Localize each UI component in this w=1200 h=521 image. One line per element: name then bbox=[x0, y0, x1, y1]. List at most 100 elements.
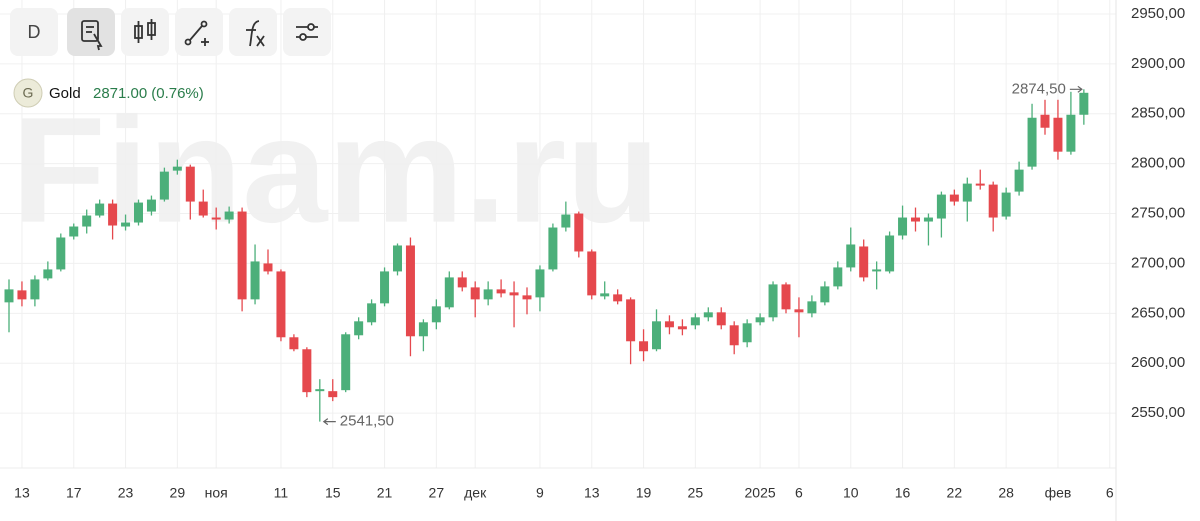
candle-body bbox=[574, 213, 584, 252]
candle-body bbox=[159, 171, 169, 200]
legend-change: (0.76%) bbox=[151, 85, 204, 102]
interval-button[interactable] bbox=[10, 8, 58, 56]
candle-body bbox=[146, 199, 156, 212]
candle-body bbox=[185, 166, 195, 202]
candles-icon bbox=[134, 19, 156, 43]
candle-body bbox=[548, 227, 558, 270]
candle-body bbox=[962, 183, 972, 202]
candle-body bbox=[405, 245, 415, 337]
candle-body bbox=[949, 194, 959, 202]
price-annotation: 2541,50 bbox=[322, 413, 394, 430]
candle-body bbox=[224, 211, 234, 220]
candle-body bbox=[198, 201, 208, 216]
candle-body bbox=[587, 251, 597, 296]
candle-body bbox=[328, 391, 338, 398]
x-tick-label: дек bbox=[464, 485, 487, 501]
x-tick-label: 22 bbox=[947, 485, 963, 501]
candle-body bbox=[613, 294, 623, 302]
settings-button[interactable] bbox=[283, 8, 331, 56]
drawing-button[interactable] bbox=[175, 8, 223, 56]
x-tick-label: фев bbox=[1045, 485, 1072, 501]
candle-body bbox=[600, 293, 610, 297]
x-tick-label: 2025 bbox=[745, 485, 776, 501]
y-tick-label: 2850,00 bbox=[1131, 105, 1185, 122]
y-tick-label: 2700,00 bbox=[1131, 254, 1185, 271]
legend-quote: 2871.00 (0.76%) bbox=[93, 85, 204, 102]
candle-body bbox=[470, 287, 480, 300]
x-tick-label: ноя bbox=[205, 485, 228, 501]
candle-body bbox=[923, 217, 933, 222]
candle-body bbox=[1040, 114, 1050, 128]
x-tick-label: 13 bbox=[584, 485, 600, 501]
candle-body bbox=[911, 217, 920, 222]
candle-body bbox=[781, 284, 791, 310]
candle-body bbox=[496, 289, 506, 294]
candle-body bbox=[755, 317, 765, 323]
candle-body bbox=[444, 277, 454, 308]
x-tick-label: 29 bbox=[170, 485, 186, 501]
candle-body bbox=[768, 284, 778, 318]
indicators-button[interactable] bbox=[229, 8, 277, 56]
candle-body bbox=[134, 202, 143, 223]
y-tick-label: 2650,00 bbox=[1131, 304, 1185, 321]
candle-body bbox=[289, 337, 299, 350]
x-tick-label: 27 bbox=[429, 485, 445, 501]
candle-body bbox=[1014, 169, 1024, 192]
candle-body bbox=[69, 226, 79, 237]
candle-body bbox=[483, 289, 493, 300]
candle-body bbox=[872, 269, 882, 272]
interval-label: D bbox=[28, 22, 41, 42]
candle-body bbox=[729, 325, 739, 346]
x-tick-label: 17 bbox=[66, 485, 82, 501]
annotation-arrow bbox=[1069, 85, 1083, 93]
x-tick-label: 25 bbox=[688, 485, 704, 501]
x-tick-label: 19 bbox=[636, 485, 652, 501]
x-tick-label: 9 bbox=[536, 485, 544, 501]
y-tick-label: 2900,00 bbox=[1131, 55, 1185, 72]
candle-body bbox=[1066, 114, 1076, 152]
annotation-label: 2874,50 bbox=[1012, 80, 1066, 97]
y-tick-label: 2800,00 bbox=[1131, 155, 1185, 172]
candle-body bbox=[898, 217, 908, 236]
y-tick-label: 2600,00 bbox=[1131, 354, 1185, 371]
drawing-icon bbox=[184, 20, 209, 46]
cursor-icon bbox=[81, 20, 103, 51]
plot bbox=[4, 89, 1089, 422]
candle-body bbox=[211, 217, 221, 220]
candle-body bbox=[82, 215, 92, 227]
candle-body bbox=[418, 322, 428, 337]
fx-icon bbox=[246, 20, 265, 47]
candle-body bbox=[250, 261, 260, 300]
candle-body bbox=[1027, 117, 1037, 167]
candle-body bbox=[509, 292, 519, 296]
candle-body bbox=[457, 277, 467, 288]
x-tick-label: 16 bbox=[895, 485, 911, 501]
candle-body bbox=[30, 279, 40, 300]
candle-body bbox=[703, 312, 713, 318]
candle-body bbox=[341, 334, 351, 391]
candle-body bbox=[522, 295, 532, 300]
candle-body bbox=[431, 306, 441, 323]
candle-body bbox=[1079, 92, 1089, 115]
candle-body bbox=[807, 301, 817, 314]
candle-body bbox=[742, 323, 752, 343]
candle-body bbox=[17, 290, 27, 300]
candle-body bbox=[172, 166, 182, 171]
candle-body bbox=[380, 271, 390, 304]
candle-body bbox=[108, 203, 118, 226]
candle-body bbox=[535, 269, 545, 298]
chart-type-button[interactable] bbox=[121, 8, 169, 56]
candle-body bbox=[121, 222, 131, 227]
candle-body bbox=[56, 237, 66, 270]
candle-body bbox=[237, 211, 247, 300]
legend-badge bbox=[13, 78, 43, 108]
legend-name: Gold bbox=[49, 85, 81, 102]
x-tick-label: 21 bbox=[377, 485, 393, 501]
x-tick-label: 10 bbox=[843, 485, 859, 501]
annotation-arrow bbox=[322, 418, 336, 426]
y-tick-label: 2550,00 bbox=[1131, 404, 1185, 421]
price-annotation: 2874,50 bbox=[1012, 80, 1083, 97]
x-tick-label: 6 bbox=[1106, 485, 1114, 501]
candle-body bbox=[315, 389, 325, 392]
y-tick-label: 2950,00 bbox=[1131, 5, 1185, 22]
